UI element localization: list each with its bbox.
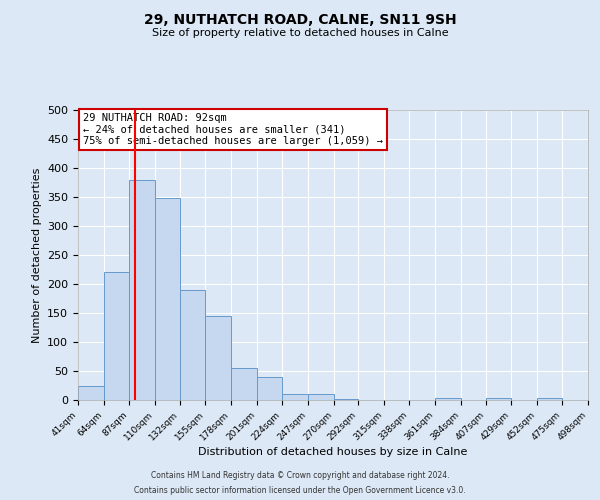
Bar	[435, 398, 461, 400]
Text: Size of property relative to detached houses in Calne: Size of property relative to detached ho…	[152, 28, 448, 38]
Text: Contains public sector information licensed under the Open Government Licence v3: Contains public sector information licen…	[134, 486, 466, 495]
Bar	[179, 290, 205, 400]
Bar	[536, 398, 562, 400]
Text: 29 NUTHATCH ROAD: 92sqm
← 24% of detached houses are smaller (341)
75% of semi-d: 29 NUTHATCH ROAD: 92sqm ← 24% of detache…	[83, 113, 383, 146]
Bar	[130, 180, 155, 400]
Bar	[334, 399, 358, 400]
Y-axis label: Number of detached properties: Number of detached properties	[32, 168, 41, 342]
Bar	[257, 377, 282, 400]
Bar	[231, 368, 257, 400]
Bar	[78, 386, 104, 400]
Bar	[104, 272, 130, 400]
Bar	[308, 394, 334, 400]
Bar	[282, 394, 308, 400]
Bar	[487, 398, 511, 400]
Text: 29, NUTHATCH ROAD, CALNE, SN11 9SH: 29, NUTHATCH ROAD, CALNE, SN11 9SH	[143, 12, 457, 26]
Text: Contains HM Land Registry data © Crown copyright and database right 2024.: Contains HM Land Registry data © Crown c…	[151, 471, 449, 480]
Bar	[155, 198, 179, 400]
Bar	[205, 316, 231, 400]
X-axis label: Distribution of detached houses by size in Calne: Distribution of detached houses by size …	[199, 448, 467, 458]
